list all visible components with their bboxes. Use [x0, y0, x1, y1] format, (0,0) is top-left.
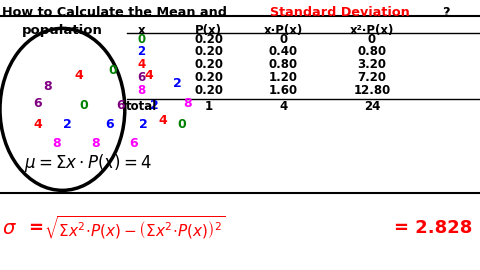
Text: 0.80: 0.80 [269, 58, 298, 71]
Text: 2: 2 [173, 77, 182, 90]
Text: 0.40: 0.40 [269, 45, 298, 58]
Text: population: population [22, 24, 103, 37]
Text: 0.20: 0.20 [194, 33, 223, 46]
Text: 0: 0 [279, 33, 287, 46]
Text: 0.20: 0.20 [194, 71, 223, 84]
Text: 8: 8 [52, 137, 61, 150]
Text: 2: 2 [139, 118, 147, 131]
Text: ?: ? [442, 6, 449, 19]
Text: How to Calculate the Mean and: How to Calculate the Mean and [2, 6, 232, 19]
Text: 0: 0 [80, 99, 88, 112]
Text: 2: 2 [138, 45, 145, 58]
Text: 0.20: 0.20 [194, 84, 223, 97]
Text: 4: 4 [137, 58, 146, 71]
Text: 8: 8 [44, 80, 52, 93]
Text: 0: 0 [368, 33, 376, 46]
Text: 8: 8 [137, 84, 146, 97]
Text: total: total [126, 100, 157, 113]
Text: 0: 0 [177, 118, 186, 131]
Text: $\sqrt{\Sigma x^2{\cdot} P(x) - \left(\Sigma x^2{\cdot} P(x)\right)^2}$: $\sqrt{\Sigma x^2{\cdot} P(x) - \left(\S… [44, 215, 225, 242]
Text: 6: 6 [117, 99, 125, 112]
Text: 12.80: 12.80 [353, 84, 391, 97]
Text: x·P(x): x·P(x) [264, 24, 303, 37]
Text: 2: 2 [63, 118, 72, 131]
Text: 3.20: 3.20 [358, 58, 386, 71]
Text: 8: 8 [183, 97, 192, 110]
Text: 6: 6 [137, 71, 146, 84]
Text: 4: 4 [279, 100, 288, 113]
Text: 1.60: 1.60 [269, 84, 298, 97]
Text: x²·P(x): x²·P(x) [350, 24, 394, 37]
Text: 0.80: 0.80 [358, 45, 386, 58]
Text: x: x [138, 24, 145, 37]
Text: 24: 24 [364, 100, 380, 113]
Text: 2: 2 [150, 99, 159, 112]
Text: 6: 6 [129, 137, 138, 150]
Text: =: = [28, 219, 43, 237]
Text: P(x): P(x) [195, 24, 222, 37]
Text: 1: 1 [205, 100, 213, 113]
Text: 0.20: 0.20 [194, 45, 223, 58]
Text: 4: 4 [33, 118, 42, 131]
Text: 4: 4 [159, 114, 168, 127]
Text: $\mu = \Sigma x \cdot P(x) = 4$: $\mu = \Sigma x \cdot P(x) = 4$ [24, 152, 152, 174]
Text: 0.20: 0.20 [194, 58, 223, 71]
Text: = 2.828: = 2.828 [394, 219, 472, 237]
Text: 6: 6 [105, 118, 114, 131]
Text: 4: 4 [144, 69, 153, 82]
Text: 0: 0 [108, 64, 117, 77]
Text: $\sigma$: $\sigma$ [2, 219, 17, 238]
Text: 7.20: 7.20 [358, 71, 386, 84]
Text: 0: 0 [138, 33, 145, 46]
Text: 1.20: 1.20 [269, 71, 298, 84]
Text: 8: 8 [92, 137, 100, 150]
Text: Standard Deviation: Standard Deviation [270, 6, 409, 19]
Text: 6: 6 [33, 97, 42, 110]
Text: 4: 4 [75, 69, 84, 82]
